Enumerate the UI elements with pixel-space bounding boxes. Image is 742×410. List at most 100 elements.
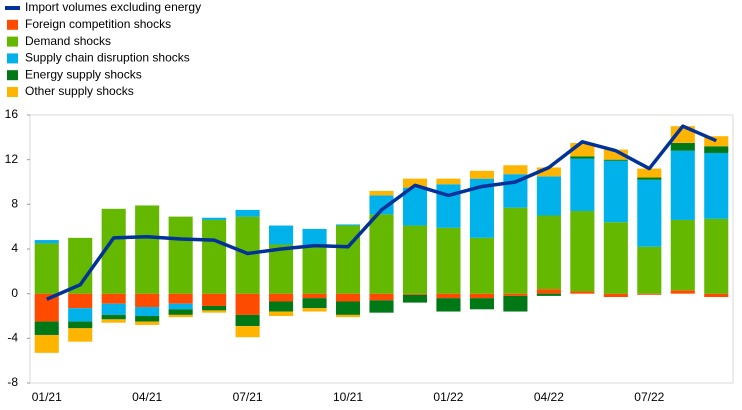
- bar-segment: [536, 293, 561, 296]
- legend-label: Demand shocks: [25, 34, 111, 48]
- legend-label: Supply chain disruption shocks: [25, 51, 190, 65]
- bar-segment: [135, 205, 160, 294]
- bar-segment: [670, 150, 695, 220]
- bar-segment: [269, 311, 294, 316]
- bar-segment: [335, 314, 361, 318]
- x-tick-label: 04/21: [132, 390, 162, 404]
- legend-swatch: [7, 53, 18, 64]
- bar-segment: [269, 244, 294, 294]
- bar-segment: [101, 293, 126, 304]
- bar-segment: [202, 310, 227, 313]
- bar-segment: [603, 149, 628, 160]
- bar-segment: [570, 291, 595, 294]
- bar-segment: [603, 293, 628, 298]
- bar-segment: [436, 293, 461, 299]
- y-tick-label: 0: [11, 286, 18, 300]
- legend-label: Other supply shocks: [25, 84, 134, 98]
- bar-segment: [369, 195, 394, 215]
- bar-segment: [68, 328, 93, 342]
- legend-label: Energy supply shocks: [25, 67, 142, 81]
- x-tick-label: 07/22: [634, 390, 664, 404]
- bar-segment: [704, 152, 729, 219]
- bar-segment: [101, 319, 126, 323]
- bar-segment: [168, 293, 193, 304]
- bar-segment: [704, 136, 729, 147]
- bar-segment: [168, 314, 193, 318]
- bar-segment: [202, 305, 227, 311]
- bar-segment: [235, 314, 260, 327]
- bar-segment: [536, 215, 561, 290]
- bar-segment: [68, 308, 93, 322]
- bar-segment: [503, 295, 528, 312]
- bar-segment: [34, 334, 59, 353]
- bar-segment: [603, 159, 628, 161]
- bar-segment: [402, 294, 428, 303]
- bar-segment: [369, 293, 394, 301]
- bar-segment: [670, 219, 695, 291]
- bar-segment: [68, 321, 93, 329]
- bar-segment: [536, 167, 561, 177]
- legend-swatch: [7, 19, 18, 30]
- bar-segment: [335, 224, 361, 226]
- legend-swatch: [7, 70, 18, 81]
- legend-label: Import volumes excluding energy: [25, 0, 201, 14]
- bar-segment: [202, 217, 227, 220]
- bar-segment: [135, 293, 160, 308]
- bar-segment: [369, 190, 394, 196]
- bar-segment: [269, 301, 294, 312]
- bar-segment: [637, 293, 662, 295]
- x-tick-label: 01/22: [433, 390, 463, 404]
- bar-segment: [302, 308, 327, 312]
- bar-segment: [34, 240, 59, 244]
- bar-segment: [235, 326, 260, 338]
- bar-segment: [202, 219, 227, 294]
- bar-segment: [436, 184, 461, 228]
- bar-segment: [101, 303, 126, 315]
- y-tick-label: -4: [7, 331, 18, 345]
- bar-segment: [34, 243, 59, 294]
- bar-segment: [168, 216, 193, 294]
- bar-segment: [402, 293, 428, 295]
- bar-segment: [302, 228, 327, 246]
- bar-segment: [637, 246, 662, 294]
- bar-segment: [637, 168, 662, 178]
- bar-segment: [536, 176, 561, 216]
- bar-segment: [570, 211, 595, 292]
- bar-segment: [469, 170, 494, 179]
- bar-segment: [570, 158, 595, 212]
- bar-segment: [503, 165, 528, 175]
- y-tick-label: 16: [5, 107, 19, 121]
- x-tick-label: 07/21: [233, 390, 263, 404]
- bar-segment: [168, 309, 193, 315]
- bar-segment: [503, 207, 528, 294]
- legend-swatch: [7, 87, 18, 97]
- bar-segment: [135, 307, 160, 316]
- bar-segment: [402, 178, 428, 188]
- bar-segment: [235, 293, 260, 315]
- bar-segment: [369, 214, 394, 294]
- bar-segment: [335, 301, 361, 315]
- bar-segment: [269, 293, 294, 302]
- bar-segment: [704, 293, 729, 298]
- bar-segment: [670, 290, 695, 294]
- bar-segment: [34, 321, 59, 335]
- bar-segment: [269, 225, 294, 245]
- bar-segment: [603, 160, 628, 223]
- line: [46, 124, 717, 301]
- bar-segment: [202, 293, 227, 306]
- bar-segment: [469, 293, 494, 299]
- bar-segment: [436, 227, 461, 294]
- bar-segment: [436, 178, 461, 185]
- y-tick-label: 8: [11, 197, 18, 211]
- bar-segment: [302, 293, 327, 299]
- bar-segment: [503, 293, 528, 296]
- bar-segment: [570, 156, 595, 159]
- x-tick-label: 01/21: [32, 390, 62, 404]
- bar-segment: [135, 316, 160, 322]
- bar-segment: [704, 146, 729, 153]
- bar-segment: [402, 225, 428, 294]
- bar-segment: [235, 209, 260, 217]
- bar-segment: [302, 245, 327, 294]
- bar-segment: [436, 298, 461, 312]
